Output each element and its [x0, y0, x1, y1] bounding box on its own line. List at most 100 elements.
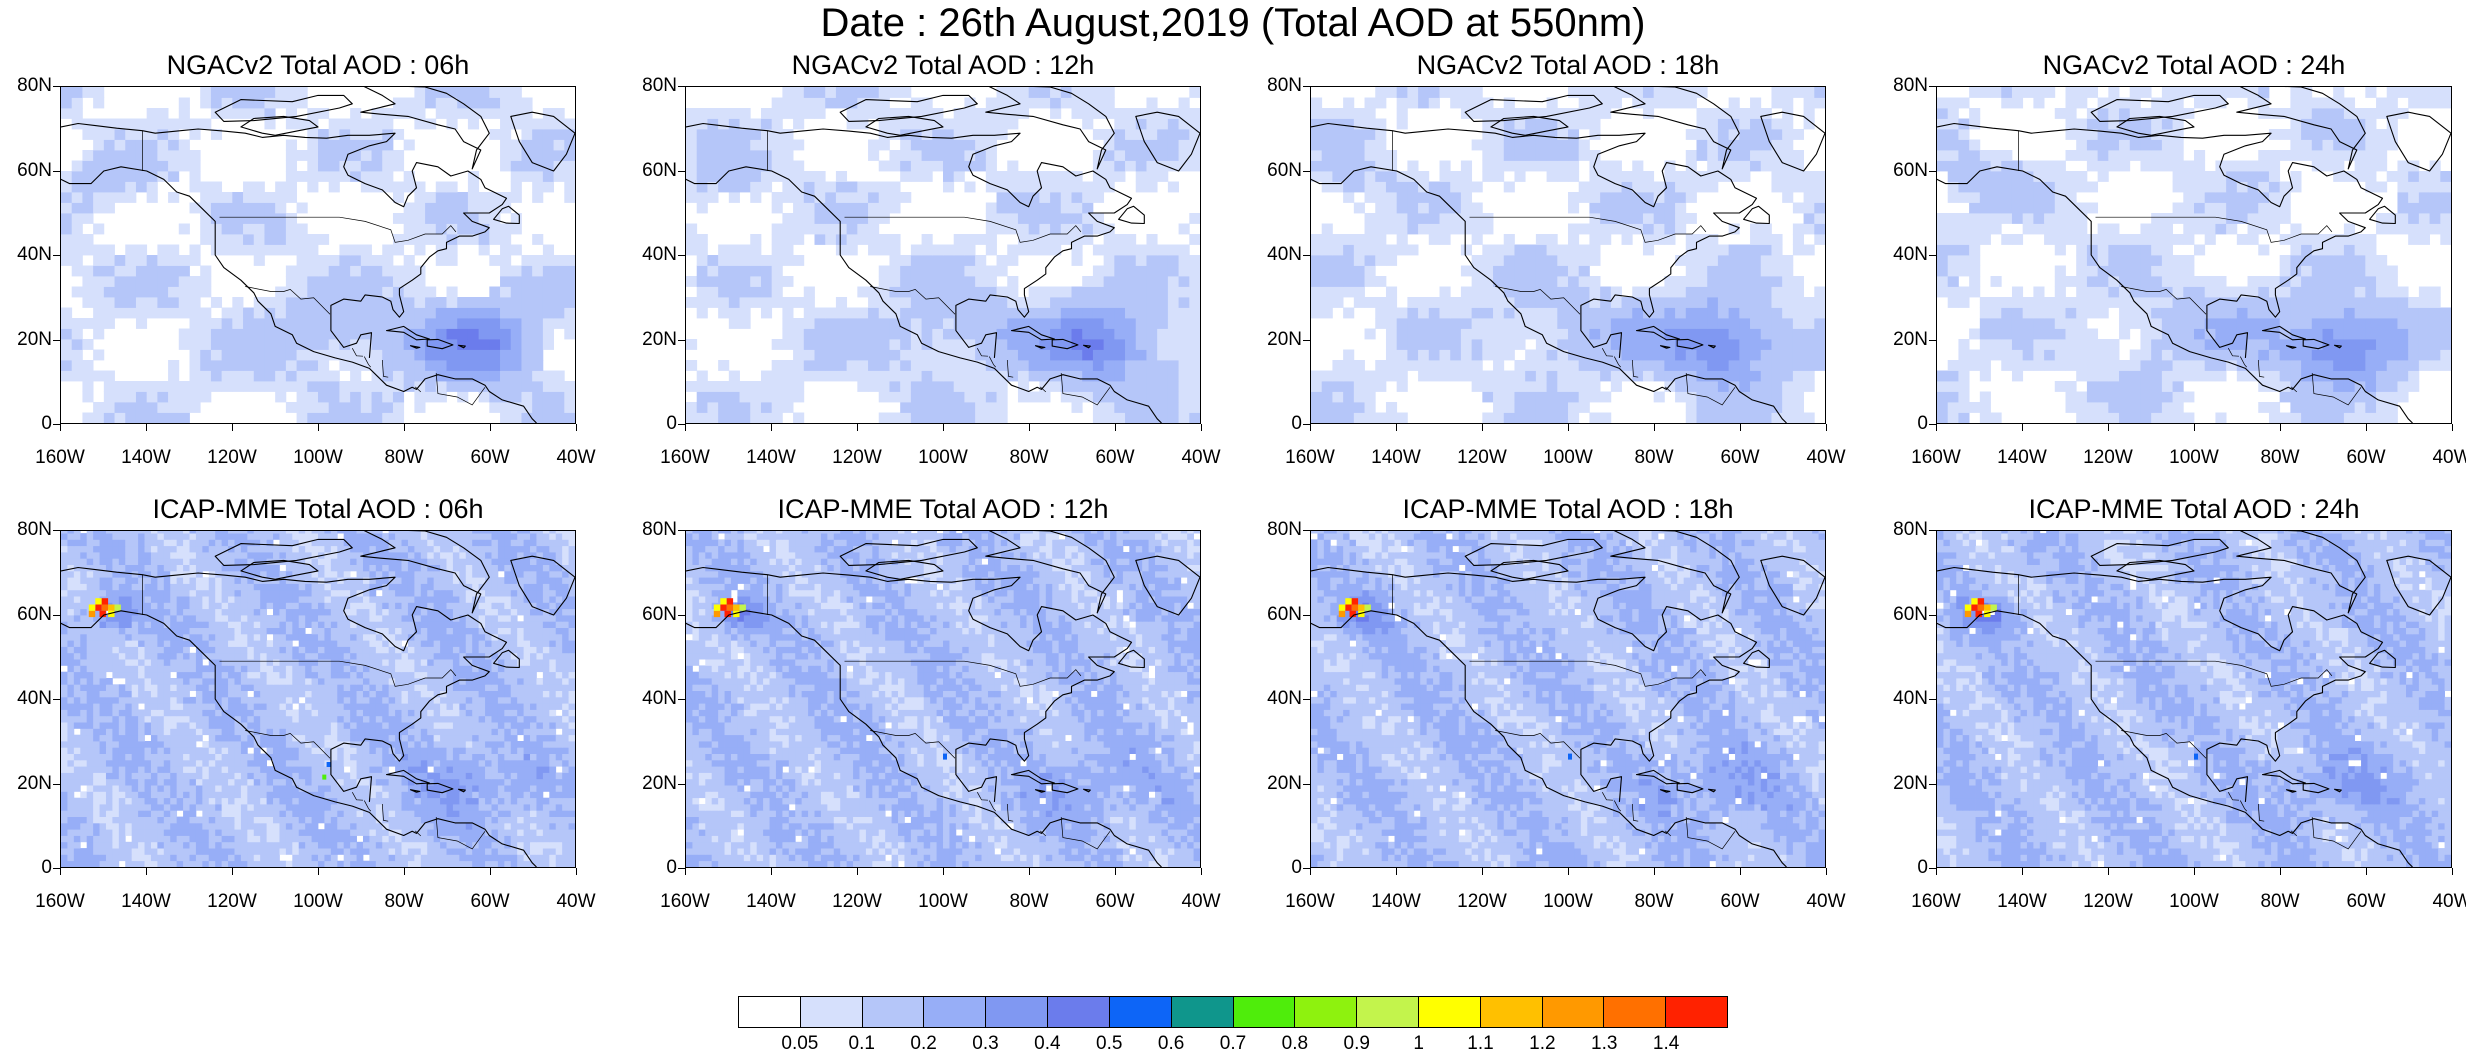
colorbar-swatch: [1542, 997, 1605, 1027]
colorbar-label: 1.1: [1451, 1034, 1511, 1054]
lon-tick-mark: [404, 868, 405, 875]
lon-tick-mark: [771, 424, 772, 431]
colorbar-swatch: [862, 997, 925, 1027]
lat-tick-label: 80N: [1876, 76, 1928, 96]
lon-tick-label: 100W: [1533, 892, 1603, 912]
fire-hotspot: [1338, 598, 1572, 760]
lat-tick-mark: [53, 699, 60, 700]
colorbar-swatch: [924, 997, 987, 1027]
coastlines: [61, 531, 575, 867]
lon-tick-label: 140W: [1987, 892, 2057, 912]
colorbar-swatch: [986, 997, 1049, 1027]
lon-tick-label: 40W: [1166, 448, 1236, 468]
lon-tick-label: 40W: [1791, 892, 1861, 912]
lon-tick-label: 40W: [2417, 448, 2466, 468]
fire-hotspot: [88, 598, 331, 780]
lon-tick-label: 160W: [1275, 448, 1345, 468]
lat-tick-mark: [1929, 339, 1936, 341]
lat-tick-label: 20N: [0, 773, 52, 794]
fire-hotspot: [713, 598, 947, 760]
lon-tick-mark: [232, 868, 233, 875]
lon-tick-label: 100W: [1533, 448, 1603, 468]
lon-tick-mark: [576, 868, 577, 875]
lat-tick-mark: [1303, 614, 1310, 616]
lon-tick-mark: [2452, 868, 2453, 875]
aod-map: [686, 531, 1200, 867]
lon-tick-mark: [685, 424, 686, 431]
lon-tick-mark: [1740, 424, 1741, 431]
lat-tick-label: 20N: [1876, 329, 1928, 350]
colorbar-label: 1: [1389, 1034, 1449, 1054]
lat-tick-label: 40N: [1876, 245, 1928, 265]
lat-tick-label: 80N: [1876, 520, 1928, 540]
lat-tick-label: 20N: [625, 329, 677, 350]
colorbar-label: 0.4: [1017, 1034, 1077, 1054]
lon-tick-label: 120W: [1447, 892, 1517, 912]
colorbar-label: 1.4: [1636, 1034, 1696, 1054]
lat-tick-label: 80N: [0, 76, 52, 96]
lon-tick-label: 40W: [541, 448, 611, 468]
lon-tick-mark: [771, 868, 772, 875]
lon-tick-label: 140W: [1361, 892, 1431, 912]
lat-tick-mark: [1929, 424, 1936, 425]
colorbar-label: 0.9: [1327, 1034, 1387, 1054]
lon-tick-mark: [857, 868, 858, 875]
lon-tick-mark: [490, 868, 491, 875]
aod-map: [1311, 531, 1825, 867]
colorbar-swatch: [1666, 997, 1727, 1027]
lon-tick-label: 40W: [541, 892, 611, 912]
lon-tick-mark: [2194, 424, 2195, 431]
map-panel-ngacv2-06h: NGACv2 Total AOD : 06h 80N 60N 40N 20N 0 160W 1…: [0, 48, 595, 518]
lon-tick-mark: [1201, 424, 1202, 431]
lon-tick-label: 140W: [1987, 448, 2057, 468]
lat-tick-mark: [678, 339, 685, 341]
lon-tick-label: 100W: [2159, 448, 2229, 468]
lon-tick-mark: [2194, 868, 2195, 875]
colorbar-swatch: [1295, 997, 1358, 1027]
map-frame: [1310, 86, 1826, 424]
lat-tick-mark: [1303, 339, 1310, 341]
political-borders: [2018, 574, 2362, 850]
lat-tick-mark: [53, 783, 60, 785]
lat-tick-mark: [53, 424, 60, 425]
aod-field: [686, 531, 1200, 867]
panel-title: NGACv2 Total AOD : 24h: [1936, 48, 2452, 82]
lon-tick-label: 80W: [369, 448, 439, 468]
lat-tick-label: 0: [1250, 858, 1302, 878]
lon-tick-mark: [1310, 868, 1311, 875]
lon-tick-mark: [1482, 868, 1483, 875]
lat-tick-mark: [678, 868, 685, 869]
lon-tick-label: 100W: [2159, 892, 2229, 912]
colorbar-label: 0.2: [894, 1034, 954, 1054]
lon-tick-mark: [1115, 424, 1116, 431]
lat-tick-label: 40N: [625, 245, 677, 265]
lon-tick-mark: [1740, 868, 1741, 875]
lon-tick-mark: [2280, 424, 2281, 431]
lon-tick-label: 140W: [1361, 448, 1431, 468]
lat-tick-mark: [53, 170, 60, 172]
colorbar: [738, 996, 1728, 1028]
lon-tick-label: 40W: [1791, 448, 1861, 468]
figure-title: Date : 26th August,2019 (Total AOD at 55…: [0, 0, 2466, 46]
colorbar-swatch: [739, 997, 801, 1027]
lat-tick-mark: [1929, 255, 1936, 256]
lat-tick-mark: [678, 783, 685, 785]
lat-tick-label: 40N: [1250, 245, 1302, 265]
lat-tick-mark: [1929, 614, 1936, 616]
lon-tick-label: 60W: [455, 448, 525, 468]
lon-tick-label: 120W: [1447, 448, 1517, 468]
lat-tick-label: 20N: [0, 329, 52, 350]
lon-tick-label: 120W: [822, 892, 892, 912]
lat-tick-label: 80N: [0, 520, 52, 540]
aod-map: [686, 87, 1200, 423]
colorbar-swatch: [1604, 997, 1667, 1027]
aod-field: [1937, 531, 2451, 867]
lat-tick-mark: [1929, 868, 1936, 869]
lon-tick-label: 100W: [283, 448, 353, 468]
colorbar-label: 0.3: [956, 1034, 1016, 1054]
political-borders: [142, 574, 486, 850]
lat-tick-label: 60N: [625, 604, 677, 625]
lon-tick-label: 140W: [111, 892, 181, 912]
lon-tick-label: 60W: [455, 892, 525, 912]
lat-tick-label: 40N: [0, 245, 52, 265]
